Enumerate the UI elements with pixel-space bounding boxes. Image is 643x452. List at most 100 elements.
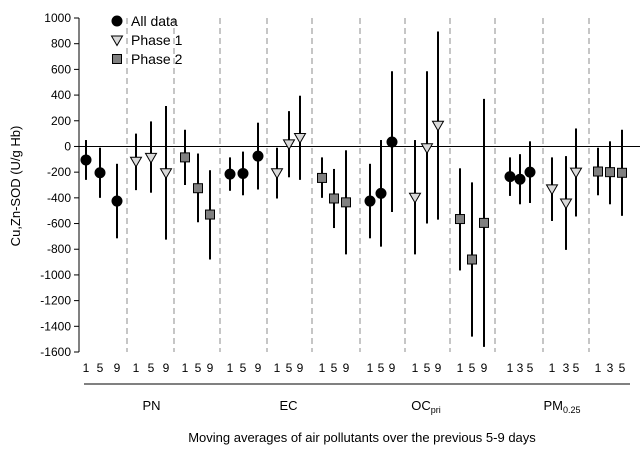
point-phase-1 [420,143,434,155]
legend-label: All data [131,13,178,29]
y-tick-label: 1000 [44,11,71,25]
point-phase-2 [467,254,477,265]
group-label: OCpri [411,398,441,415]
y-tick-label: 200 [51,114,71,128]
point-phase-1 [129,156,143,168]
point-phase-2 [193,183,203,194]
legend: All data Phase 1 Phase 2 [110,13,183,67]
x-tick-label: 1 [274,361,281,375]
point-all-data [504,171,516,183]
y-tick-label: -1200 [40,294,71,308]
x-tick-label: 9 [114,361,121,375]
x-tick-label: 3 [563,361,570,375]
x-tick-label: 1 [367,361,374,375]
point-phase-2 [180,152,190,163]
x-tick-label: 1 [549,361,556,375]
x-tick-label: 5 [195,361,202,375]
x-tick-label: 9 [207,361,214,375]
y-tick-label: -1600 [40,345,71,359]
point-all-data [524,166,536,178]
point-all-data [375,187,387,199]
point-all-data [111,195,123,207]
group-label: EC [279,398,297,413]
x-tick-label: 5 [97,361,104,375]
x-tick-label: 5 [148,361,155,375]
point-phase-1 [545,184,559,196]
x-tick-label: 5 [331,361,338,375]
y-tick-label: 0 [64,139,71,153]
group-labels: PN EC OCpri PM0.25 [84,383,630,415]
point-phase-2 [341,197,351,208]
legend-label: Phase 2 [131,51,183,67]
x-tick-label: 5 [424,361,431,375]
point-phase-1 [144,152,158,164]
point-all-data [80,154,92,166]
legend-marker-square [112,54,122,64]
point-phase-1 [270,168,284,180]
y-tick-label: 800 [51,37,71,51]
y-axis: 1000 800 600 400 200 0 -200 -400 -600 -800 -1000 -1… [40,11,80,359]
x-tick-label: 5 [619,361,626,375]
x-tick-label: 3 [607,361,614,375]
x-tick-label: 5 [286,361,293,375]
x-tick-label: 9 [163,361,170,375]
point-phase-2 [593,166,603,177]
point-phase-1 [408,192,422,204]
point-all-data [386,136,398,148]
x-axis-title: Moving averages of air pollutants over t… [188,430,536,445]
point-all-data [224,168,236,180]
y-tick-label: -200 [47,165,71,179]
x-tick-label: 5 [469,361,476,375]
point-all-data [237,167,249,179]
x-tick-label: 3 [517,361,524,375]
y-tick-label: -1000 [40,268,71,282]
group-label: PM0.25 [543,398,580,415]
y-tick-label: 600 [51,62,71,76]
point-phase-2 [479,217,489,228]
legend-marker-triangle [110,35,124,47]
x-tick-label: 9 [343,361,350,375]
x-tick-label: 9 [481,361,488,375]
point-all-data [514,173,526,185]
point-phase-2 [455,214,465,225]
x-tick-label: 1 [83,361,90,375]
x-tick-label: 1 [595,361,602,375]
x-tick-label: 1 [227,361,234,375]
y-tick-label: -1400 [40,319,71,333]
point-all-data [94,167,106,179]
legend-marker-circle [111,15,123,27]
x-tick-label: 9 [389,361,396,375]
point-phase-2 [617,167,627,178]
point-phase-1 [293,132,307,144]
point-all-data [252,150,264,162]
point-phase-2 [205,209,215,220]
x-tick-label: 9 [255,361,262,375]
x-tick-label: 1 [133,361,140,375]
group-label: PN [142,398,160,413]
x-tick-label: 5 [240,361,247,375]
point-phase-2 [329,193,339,204]
x-tick-label: 9 [297,361,304,375]
x-tick-label: 1 [182,361,189,375]
point-phase-2 [605,167,615,178]
x-tick-label: 1 [457,361,464,375]
y-tick-label: -400 [47,191,71,205]
y-tick-label: -600 [47,217,71,231]
point-all-data [364,195,376,207]
y-tick-label: -800 [47,242,71,256]
x-tick-label: 5 [573,361,580,375]
x-tick-label: 1 [507,361,514,375]
x-tick-label: 5 [378,361,385,375]
group-dividers [126,18,590,352]
point-phase-1 [559,198,573,210]
y-axis-title: Cu,Zn-SOD (U/g Hb) [8,126,23,247]
point-phase-2 [317,172,327,183]
legend-label: Phase 1 [131,32,183,48]
x-tick-label: 1 [412,361,419,375]
y-tick-label: 400 [51,88,71,102]
point-phase-1 [431,120,445,132]
point-phase-1 [159,168,173,180]
x-tick-label: 9 [435,361,442,375]
